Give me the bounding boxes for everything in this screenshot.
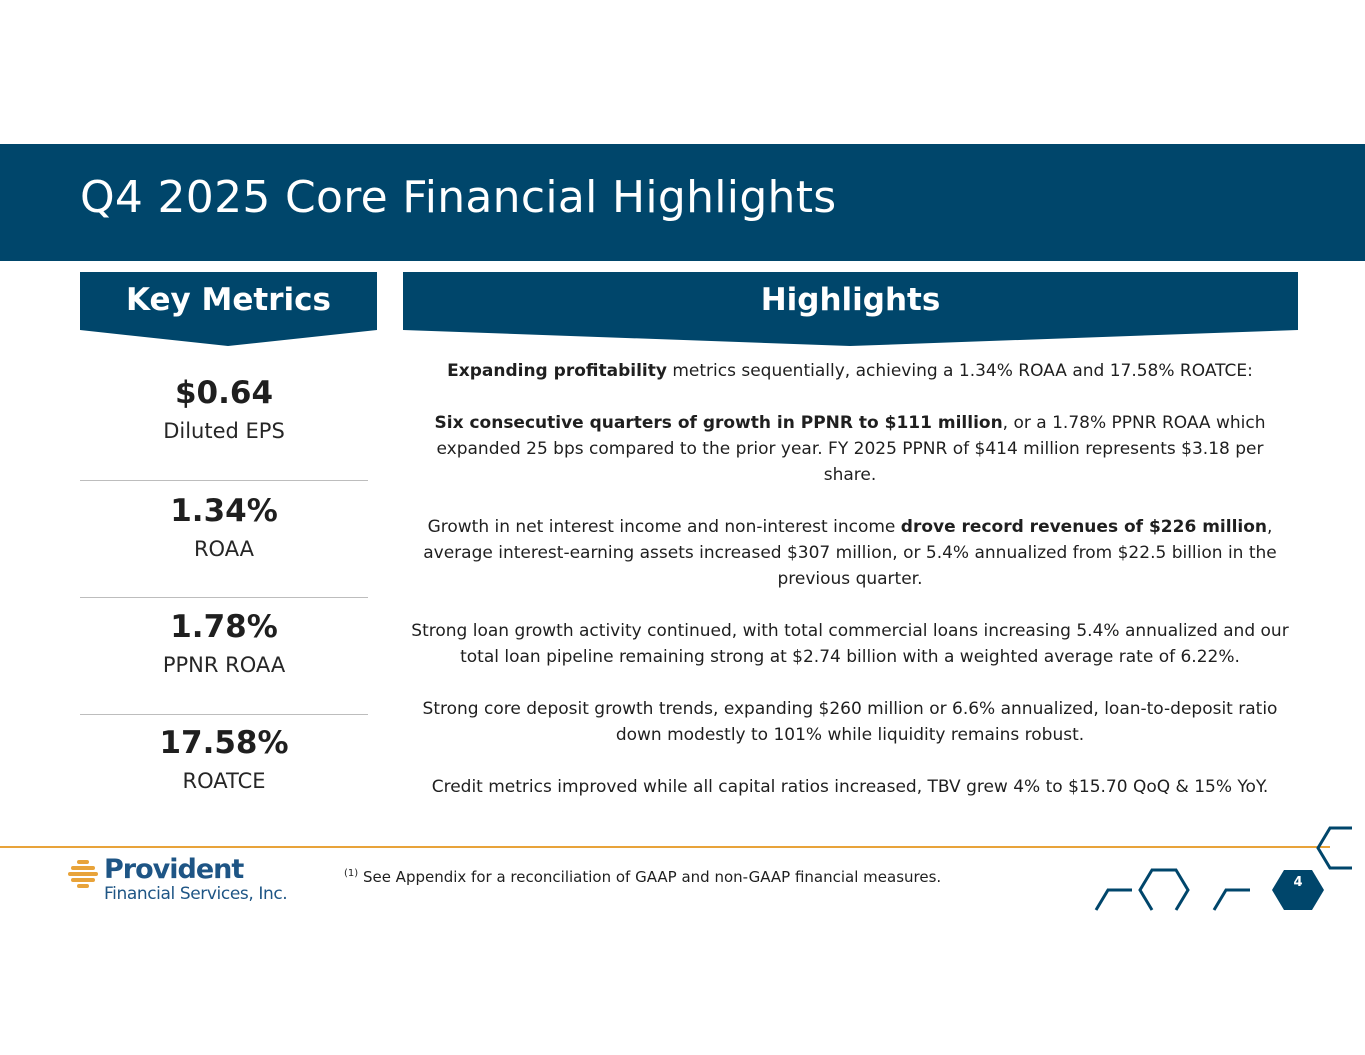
title-band: Q4 2025 Core Financial Highlights — [0, 144, 1365, 261]
footnote: (1) See Appendix for a reconciliation of… — [344, 868, 941, 886]
logo-name: Provident — [104, 854, 244, 885]
metric-divider — [80, 480, 368, 481]
key-metrics-header: Key Metrics — [126, 282, 331, 318]
footnote-marker: (1) — [344, 868, 359, 879]
highlights-header: Highlights — [760, 282, 941, 318]
highlight-revenue: Growth in net interest income and non-in… — [423, 517, 1277, 589]
footer-rule — [0, 846, 1330, 848]
provident-logo: Provident Financial Services, Inc. — [68, 854, 298, 912]
highlight-loans: Strong loan growth activity continued, w… — [411, 621, 1289, 667]
metric-label: ROAA — [193, 537, 255, 561]
highlight-profitability: Expanding profitability metrics sequenti… — [447, 361, 1253, 381]
key-metrics-banner: Key Metrics — [80, 272, 377, 346]
metric-label: PPNR ROAA — [162, 653, 286, 677]
metric-roatce: 17.58% ROATCE — [80, 724, 368, 796]
metric-label: Diluted EPS — [163, 419, 285, 443]
slide-title: Q4 2025 Core Financial Highlights — [80, 172, 837, 223]
logo-subtitle: Financial Services, Inc. — [104, 884, 288, 904]
metric-eps: $0.64 Diluted EPS — [80, 374, 368, 446]
highlight-credit: Credit metrics improved while all capita… — [431, 777, 1269, 797]
page-number: 4 — [1293, 875, 1303, 890]
metric-value: 1.78% — [170, 609, 278, 645]
metric-divider — [80, 597, 368, 598]
key-metrics-banner-shape — [80, 272, 377, 346]
metric-roaa: 1.34% ROAA — [80, 492, 368, 564]
provident-logo-icon — [68, 860, 98, 888]
metric-divider — [80, 714, 368, 715]
hexagon-decoration — [1094, 826, 1352, 911]
highlights-banner: Highlights — [403, 272, 1298, 346]
highlights-banner-shape — [403, 272, 1298, 346]
metric-value: 1.34% — [170, 493, 278, 529]
footnote-text: See Appendix for a reconciliation of GAA… — [358, 868, 942, 886]
highlights-body: Expanding profitability metrics sequenti… — [410, 358, 1290, 826]
metric-value: $0.64 — [174, 375, 274, 411]
highlight-deposits: Strong core deposit growth trends, expan… — [422, 699, 1278, 745]
metric-value: 17.58% — [159, 725, 289, 761]
metric-ppnr-roaa: 1.78% PPNR ROAA — [80, 608, 368, 680]
metric-label: ROATCE — [182, 769, 266, 793]
highlight-ppnr: Six consecutive quarters of growth in PP… — [434, 413, 1266, 485]
